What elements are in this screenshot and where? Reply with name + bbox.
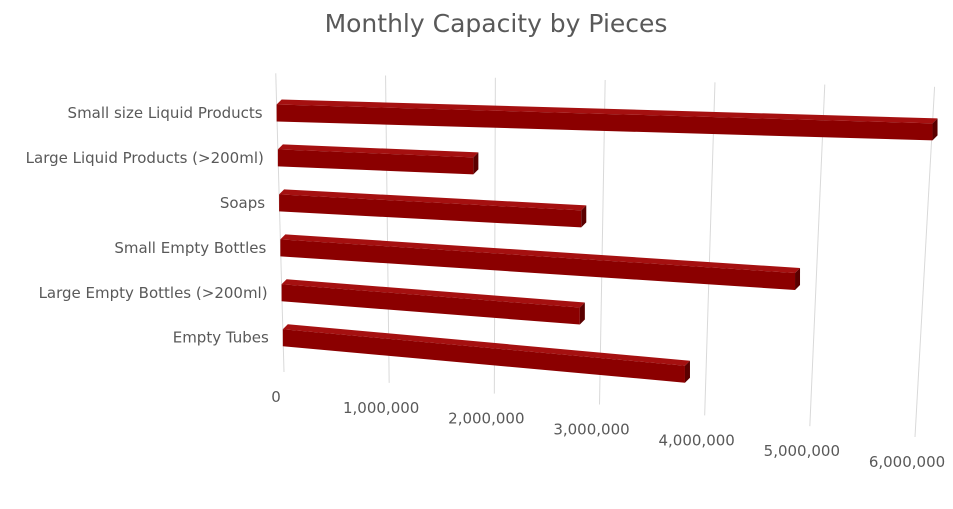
bar-end-face <box>473 152 479 175</box>
category-label: Empty Tubes <box>173 329 269 347</box>
x-tick-label: 0 <box>271 388 281 406</box>
gridline <box>914 86 936 438</box>
bar-top-face <box>279 189 587 211</box>
x-tick-label: 4,000,000 <box>658 431 734 449</box>
category-label: Large Liquid Products (>200ml) <box>26 149 264 167</box>
gridline <box>599 80 606 405</box>
x-tick-label: 1,000,000 <box>343 399 419 417</box>
bar-top-face <box>276 99 938 124</box>
x-axis-tick-labels: 0 1,000,000 2,000,000 3,000,000 4,000,000 5,0… <box>271 388 945 471</box>
bar-front-face <box>281 284 580 325</box>
category-label: Small size Liquid Products <box>68 104 263 122</box>
gridlines <box>275 73 936 438</box>
bar <box>279 189 587 228</box>
bar-end-face <box>581 205 587 228</box>
x-tick-label: 5,000,000 <box>764 442 840 460</box>
bar-front-face <box>276 104 933 141</box>
category-label: Soaps <box>220 194 265 212</box>
x-tick-label: 3,000,000 <box>553 421 629 439</box>
bar-front-face <box>280 239 796 291</box>
x-tick-label: 6,000,000 <box>869 453 945 471</box>
bar <box>280 234 801 291</box>
gridline <box>809 84 826 427</box>
bar <box>276 99 938 141</box>
bar-end-face <box>932 118 938 141</box>
bar-end-face <box>795 268 801 291</box>
gridline <box>493 77 496 394</box>
gridline <box>704 82 716 416</box>
category-label: Large Empty Bottles (>200ml) <box>39 284 268 302</box>
x-tick-label: 2,000,000 <box>448 410 524 428</box>
bar <box>277 144 479 175</box>
bar-front-face <box>277 149 474 175</box>
chart-title: Monthly Capacity by Pieces <box>325 9 668 38</box>
bar-front-face <box>282 329 685 383</box>
bar-top-face <box>277 144 479 158</box>
bar-top-face <box>280 234 801 274</box>
bar-top-face <box>282 324 690 366</box>
bar-end-face <box>684 360 690 383</box>
category-labels: Small size Liquid Products Large Liquid P… <box>26 104 269 347</box>
bar-top-face <box>281 279 585 308</box>
bar <box>281 279 585 325</box>
bar <box>282 324 690 383</box>
bar-front-face <box>279 194 582 228</box>
category-label: Small Empty Bottles <box>114 239 266 257</box>
gridline <box>385 75 390 383</box>
gridline <box>275 73 285 373</box>
bars <box>276 99 938 383</box>
bar-end-face <box>579 302 585 325</box>
